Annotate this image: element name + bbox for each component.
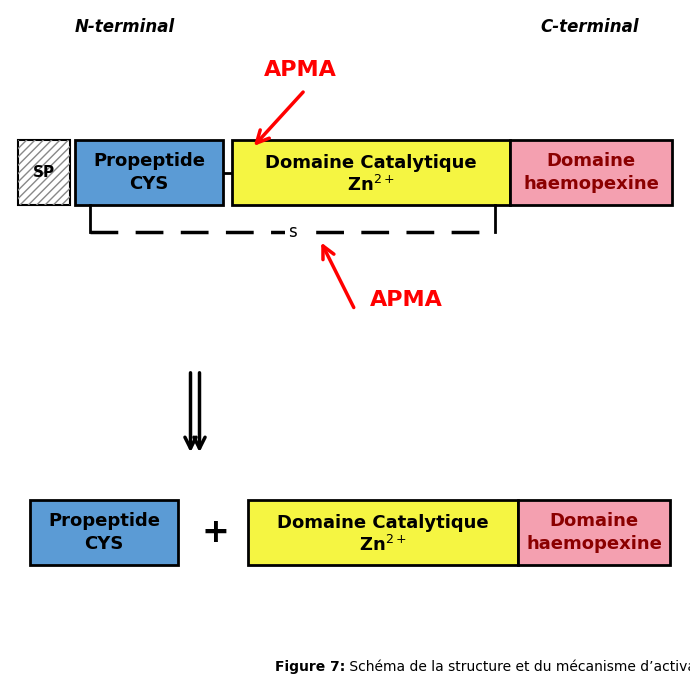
Bar — [75, 140, 223, 205]
Text: APMA: APMA — [264, 60, 337, 80]
Bar — [18, 140, 70, 205]
Text: Domaine Catalytique: Domaine Catalytique — [265, 154, 477, 172]
Text: Zn$^{2+}$: Zn$^{2+}$ — [347, 174, 395, 194]
Bar — [18, 140, 70, 205]
Bar — [518, 500, 670, 565]
Text: Propeptide
CYS: Propeptide CYS — [48, 511, 160, 554]
Text: +: + — [201, 516, 229, 549]
Text: Schéma de la structure et du mécanisme d’activation des: Schéma de la structure et du mécanisme d… — [345, 660, 690, 674]
Text: C-terminal: C-terminal — [541, 18, 640, 36]
Text: Domaine Catalytique: Domaine Catalytique — [277, 513, 489, 531]
Text: Figure 7:: Figure 7: — [275, 660, 345, 674]
Bar — [30, 500, 178, 565]
Text: Zn$^{2+}$: Zn$^{2+}$ — [359, 534, 407, 554]
Text: APMA: APMA — [370, 290, 443, 310]
Text: Domaine
haemopexine: Domaine haemopexine — [523, 152, 659, 193]
Bar — [248, 500, 518, 565]
Bar — [510, 140, 672, 205]
Text: N-terminal: N-terminal — [75, 18, 175, 36]
Text: Propeptide
CYS: Propeptide CYS — [93, 152, 205, 193]
Bar — [232, 140, 510, 205]
Text: SP: SP — [33, 165, 55, 180]
Text: s: s — [288, 223, 297, 241]
Text: Domaine
haemopexine: Domaine haemopexine — [526, 511, 662, 554]
